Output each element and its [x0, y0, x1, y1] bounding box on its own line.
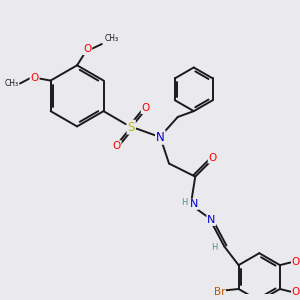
- Text: O: O: [208, 153, 217, 163]
- Text: N: N: [190, 199, 198, 209]
- Text: N: N: [156, 131, 165, 144]
- Text: N: N: [207, 215, 215, 225]
- Text: Br: Br: [214, 287, 225, 297]
- Text: H: H: [211, 243, 217, 252]
- Text: O: O: [292, 287, 300, 297]
- Text: O: O: [142, 103, 150, 113]
- Text: CH₃: CH₃: [4, 79, 19, 88]
- Text: O: O: [292, 257, 300, 267]
- Text: S: S: [128, 121, 135, 134]
- Text: O: O: [31, 73, 39, 83]
- Text: H: H: [181, 198, 188, 207]
- Text: O: O: [83, 44, 92, 54]
- Text: CH₃: CH₃: [104, 34, 118, 43]
- Text: O: O: [112, 141, 121, 151]
